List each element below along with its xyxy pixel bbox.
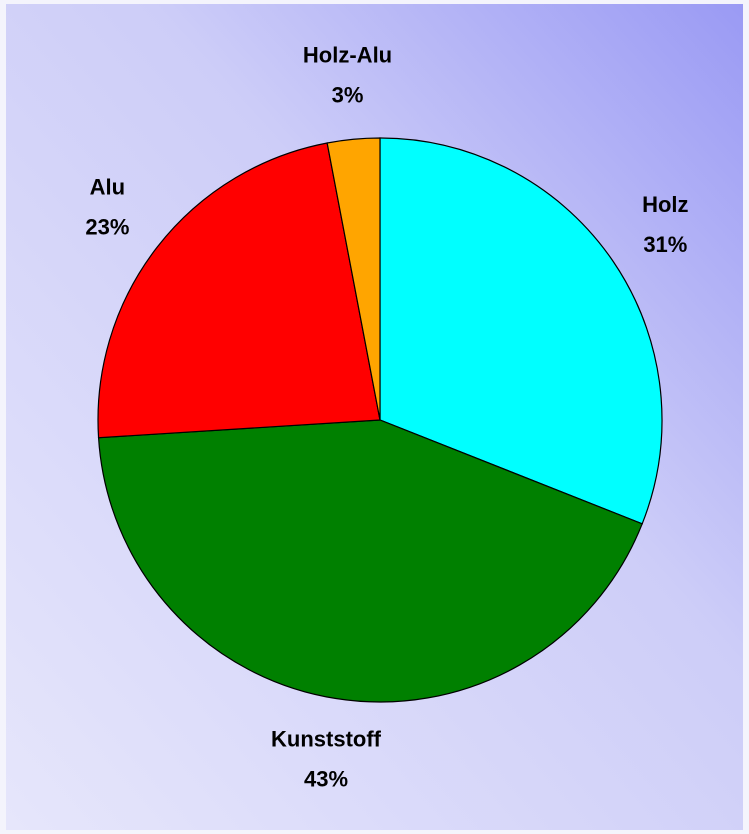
pie-slice (97, 419, 643, 703)
slice-label: Holz-Alu (303, 42, 392, 67)
slice-value-label: 3% (332, 82, 364, 107)
slice-label: Holz (642, 192, 688, 217)
slice-label: Alu (90, 174, 125, 199)
slice-value-label: 31% (643, 232, 687, 257)
pie-slice (379, 137, 663, 525)
slice-label: Kunststoff (271, 727, 382, 752)
pie-slice (326, 137, 381, 421)
slice-value-label: 23% (85, 214, 129, 239)
slice-value-label: 43% (304, 767, 348, 792)
pie-slice (97, 142, 381, 439)
